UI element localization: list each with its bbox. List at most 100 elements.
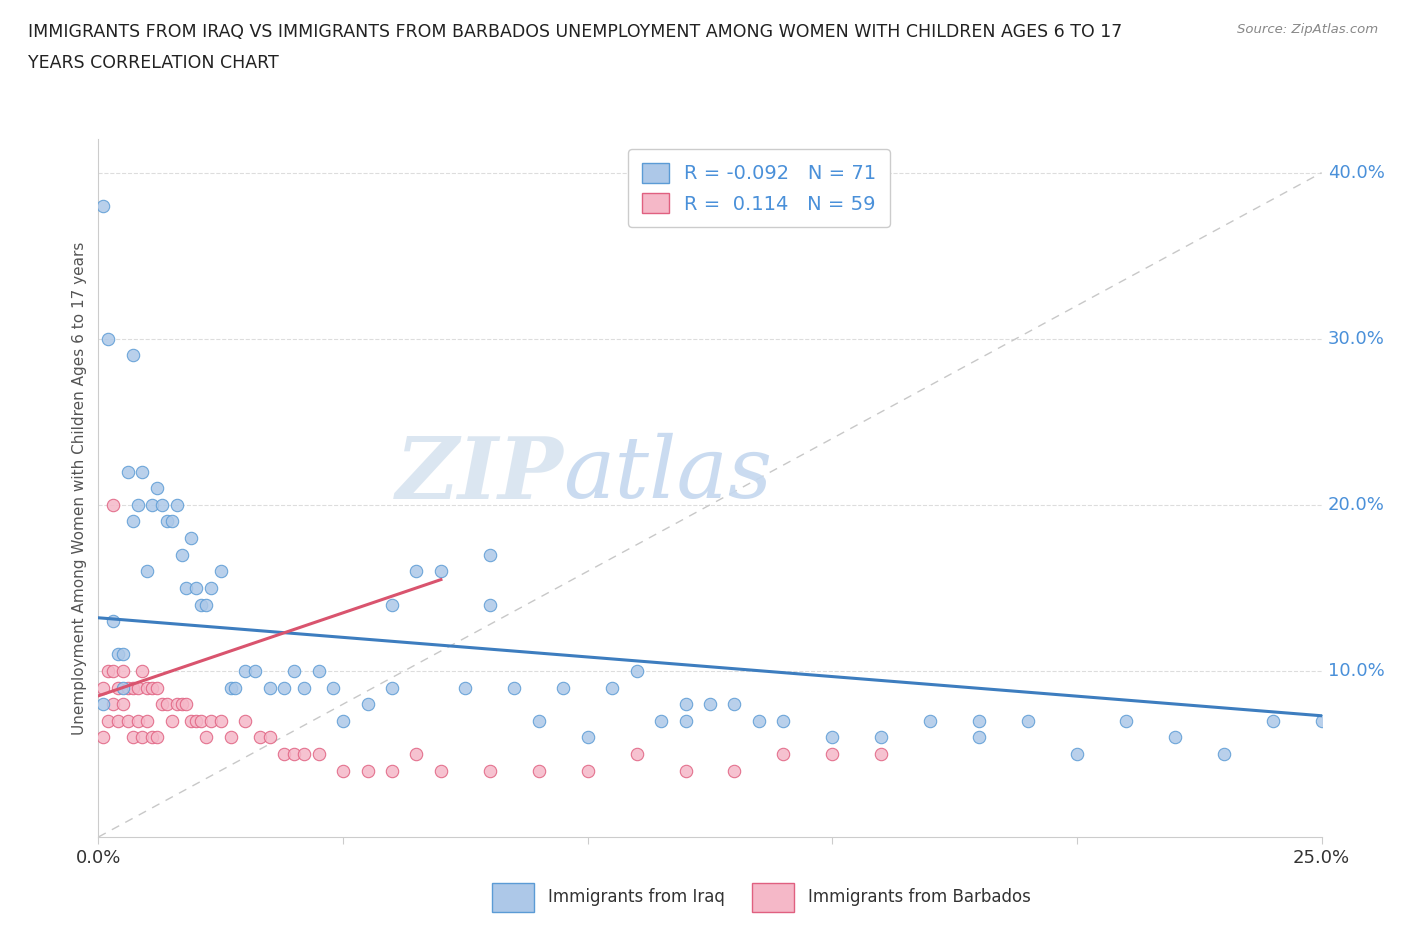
Point [576, 730, 599, 745]
Point [146, 680, 169, 695]
Point [259, 680, 281, 695]
Point [332, 713, 354, 728]
Point [107, 713, 129, 728]
Point [127, 680, 149, 695]
Point [136, 713, 159, 728]
Text: Immigrants from Iraq: Immigrants from Iraq [548, 888, 725, 907]
Point [146, 481, 169, 496]
Point [219, 730, 242, 745]
Point [748, 713, 770, 728]
Point [600, 680, 623, 695]
Point [870, 730, 893, 745]
Point [723, 697, 745, 711]
Point [156, 697, 179, 711]
Point [107, 680, 129, 695]
Point [180, 531, 202, 546]
Point [405, 747, 427, 762]
Point [195, 597, 218, 612]
Point [117, 680, 139, 695]
Point [121, 730, 143, 745]
Point [527, 713, 550, 728]
Point [209, 713, 232, 728]
Y-axis label: Unemployment Among Women with Children Ages 6 to 17 years: Unemployment Among Women with Children A… [72, 242, 87, 735]
Text: Immigrants from Barbados: Immigrants from Barbados [808, 888, 1032, 907]
Point [675, 697, 697, 711]
Point [195, 730, 218, 745]
Point [273, 680, 295, 695]
Point [259, 730, 281, 745]
Point [97, 663, 120, 678]
Point [1017, 713, 1039, 728]
Point [772, 747, 794, 762]
Point [332, 764, 354, 778]
Point [405, 564, 427, 578]
Point [308, 747, 330, 762]
Point [141, 730, 163, 745]
Point [121, 514, 143, 529]
Point [127, 713, 149, 728]
Point [224, 680, 246, 695]
Point [675, 713, 697, 728]
Point [97, 331, 120, 346]
Point [381, 597, 404, 612]
Point [190, 597, 212, 612]
Point [121, 680, 143, 695]
Point [381, 680, 404, 695]
Point [97, 713, 120, 728]
Point [1212, 747, 1234, 762]
Point [160, 713, 183, 728]
Point [219, 680, 242, 695]
Point [478, 764, 501, 778]
Point [478, 547, 501, 562]
Point [1261, 713, 1284, 728]
Text: Source: ZipAtlas.com: Source: ZipAtlas.com [1237, 23, 1378, 36]
Point [920, 713, 942, 728]
Point [273, 747, 295, 762]
Point [503, 680, 526, 695]
Point [111, 680, 134, 695]
FancyBboxPatch shape [492, 883, 534, 912]
Point [101, 697, 124, 711]
Point [150, 498, 173, 512]
Point [136, 680, 159, 695]
Point [117, 464, 139, 479]
Point [821, 747, 844, 762]
Point [190, 713, 212, 728]
Point [127, 498, 149, 512]
Point [870, 747, 893, 762]
Point [180, 713, 202, 728]
Point [249, 730, 271, 745]
Point [356, 764, 378, 778]
Point [576, 764, 599, 778]
Point [146, 730, 169, 745]
Point [381, 764, 404, 778]
Point [141, 680, 163, 695]
Point [821, 730, 844, 745]
Point [117, 713, 139, 728]
Point [166, 697, 188, 711]
Point [553, 680, 575, 695]
Point [233, 713, 256, 728]
Point [650, 713, 672, 728]
Point [91, 680, 114, 695]
Text: ZIP: ZIP [395, 432, 564, 516]
Point [91, 697, 114, 711]
Point [1164, 730, 1187, 745]
Point [626, 747, 648, 762]
Point [111, 647, 134, 662]
Point [176, 697, 198, 711]
Point [131, 730, 153, 745]
Text: atlas: atlas [564, 433, 772, 515]
Point [91, 730, 114, 745]
Point [322, 680, 344, 695]
Point [150, 697, 173, 711]
Point [186, 580, 208, 595]
Point [283, 747, 305, 762]
Point [156, 514, 179, 529]
Point [131, 663, 153, 678]
Point [967, 730, 990, 745]
Point [1066, 747, 1088, 762]
Text: 40.0%: 40.0% [1327, 164, 1385, 181]
Point [723, 764, 745, 778]
Point [166, 498, 188, 512]
